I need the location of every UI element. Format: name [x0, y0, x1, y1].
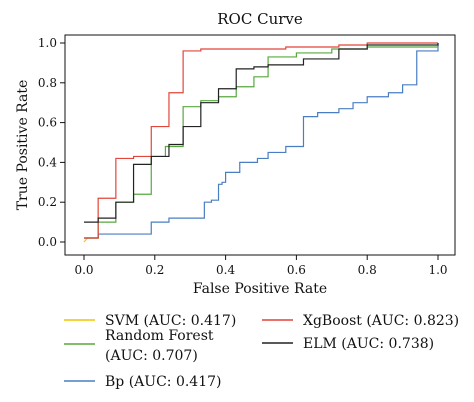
roc-series-line — [83, 236, 99, 243]
y-axis: 0.0 0.2 0.4 0.6 0.8 1.0 — [38, 36, 65, 249]
legend-label: ELM (AUC: 0.738) — [303, 336, 434, 352]
y-tick-label: 0.6 — [38, 116, 57, 130]
series-layer — [83, 42, 439, 243]
roc-series-line — [84, 43, 439, 239]
x-tick-label: 0.2 — [145, 263, 164, 277]
legend-label: SVM (AUC: 0.417) — [105, 313, 236, 329]
y-tick-label: 0.2 — [38, 195, 57, 209]
roc-series-line — [84, 42, 438, 239]
roc-series-line — [84, 46, 438, 239]
x-tick-label: 1.0 — [428, 263, 447, 277]
y-tick-label: 0.4 — [38, 155, 57, 169]
legend: SVM (AUC: 0.417)Random Forest (AUC: 0.707… — [64, 313, 459, 390]
y-tick-label: 0.8 — [38, 76, 57, 90]
y-axis-label: True Positive Rate — [15, 80, 31, 211]
x-tick-label: 0.0 — [74, 263, 93, 277]
x-axis: 0.0 0.2 0.4 0.6 0.8 1.0 — [74, 255, 448, 277]
x-axis-label: False Positive Rate — [193, 281, 327, 297]
y-tick-label: 0.0 — [38, 235, 57, 249]
x-tick-label: 0.8 — [358, 263, 377, 277]
legend-label: Random Forest — [105, 328, 214, 344]
legend-label: XgBoost (AUC: 0.823) — [303, 313, 459, 329]
plot-area — [64, 34, 456, 256]
legend-label: Bp (AUC: 0.417) — [105, 374, 222, 390]
roc-series-line — [84, 43, 439, 223]
plot-border — [64, 34, 456, 256]
x-tick-label: 0.6 — [287, 263, 306, 277]
x-tick-label: 0.4 — [216, 263, 235, 277]
legend-label-continuation: (AUC: 0.707) — [105, 348, 198, 364]
chart-title: ROC Curve — [217, 10, 303, 28]
y-tick-label: 1.0 — [38, 36, 57, 50]
